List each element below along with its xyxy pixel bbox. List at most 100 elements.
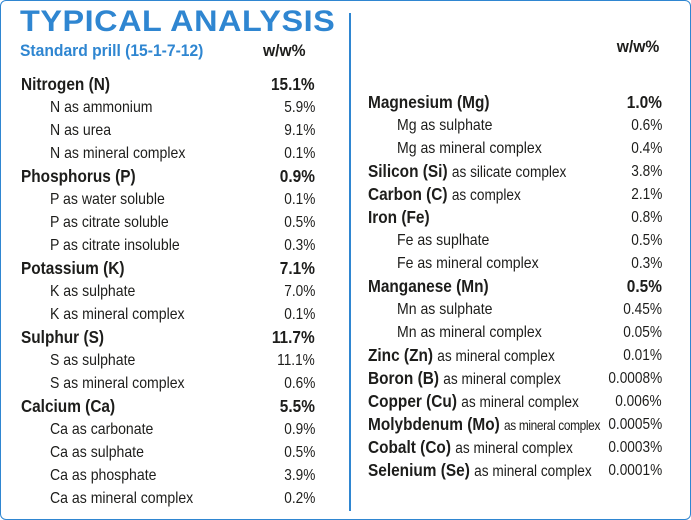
nutrient-form-note: as mineral complex — [474, 463, 592, 480]
row-label: K as sulphate — [50, 280, 135, 303]
nutrient-name: Ca as carbonate — [50, 421, 154, 438]
sub-row-fe-as-suplhate: Fe as suplhate 0.5% — [368, 229, 662, 252]
sub-row-s-as-sulphate: S as sulphate 11.1% — [21, 349, 315, 372]
nutrient-name: Molybdenum (Mo) — [368, 414, 500, 434]
row-label: S as sulphate — [50, 349, 135, 372]
nutrient-name: K as sulphate — [50, 283, 136, 300]
row-label: Iron (Fe) — [368, 206, 430, 229]
nutrient-name: S as sulphate — [50, 352, 136, 369]
row-label: Copper (Cu) as mineral complex — [368, 390, 579, 414]
element-row-magnesium: Magnesium (Mg) 1.0% — [368, 91, 662, 114]
nutrient-value: 0.0001% — [608, 462, 662, 479]
sub-row-s-as-mineral-complex: S as mineral complex 0.6% — [21, 372, 315, 395]
nutrient-name: S as mineral complex — [50, 375, 185, 392]
nutrient-value: 3.9% — [283, 467, 315, 484]
nutrient-value: 5.9% — [283, 99, 315, 116]
row-label: Ca as carbonate — [50, 418, 153, 441]
nutrient-value: 0.1% — [283, 145, 315, 162]
row-label: P as citrate insoluble — [50, 234, 180, 257]
row-label: Mn as sulphate — [397, 298, 492, 321]
sub-row-n-as-ammonium: N as ammonium 5.9% — [21, 96, 315, 119]
nutrient-value: 0.0008% — [608, 370, 662, 387]
row-label: Silicon (Si) as silicate complex — [368, 160, 566, 184]
nutrient-form-note: as complex — [451, 187, 521, 204]
nutrient-value: 0.0003% — [608, 439, 662, 456]
nutrient-value: 0.2% — [283, 490, 315, 507]
element-row-silicon: Silicon (Si) as silicate complex 3.8% — [368, 160, 662, 183]
sub-row-k-as-sulphate: K as sulphate 7.0% — [21, 280, 315, 303]
element-row-copper: Copper (Cu) as mineral complex 0.006% — [368, 390, 662, 413]
nutrient-value: 0.05% — [623, 324, 662, 341]
row-label: N as mineral complex — [50, 142, 185, 165]
sub-row-mn-as-mineral-complex: Mn as mineral complex 0.05% — [368, 321, 662, 344]
nutrient-value: 0.6% — [283, 375, 315, 392]
row-label: Ca as phosphate — [50, 464, 156, 487]
element-row-phosphorus: Phosphorus (P) 0.9% — [21, 165, 315, 188]
element-row-sulphur: Sulphur (S) 11.7% — [21, 326, 315, 349]
row-label: Ca as mineral complex — [50, 487, 193, 510]
sub-row-mn-as-sulphate: Mn as sulphate 0.45% — [368, 298, 662, 321]
nutrient-value: 0.45% — [623, 301, 662, 318]
row-label: Molybdenum (Mo) as mineral complex — [368, 413, 600, 437]
right-column: Magnesium (Mg) 1.0% Mg as sulphate 0.6% Mg a… — [368, 91, 662, 482]
row-label: Cobalt (Co) as mineral complex — [368, 436, 573, 460]
row-label: Manganese (Mn) — [368, 275, 489, 298]
sub-row-ca-as-sulphate: Ca as sulphate 0.5% — [21, 441, 315, 464]
nutrient-value: 9.1% — [283, 122, 315, 139]
sub-row-mg-as-sulphate: Mg as sulphate 0.6% — [368, 114, 662, 137]
nutrient-name: P as citrate insoluble — [50, 237, 180, 254]
nutrient-name: Boron (B) — [368, 368, 440, 388]
sub-row-ca-as-mineral-complex: Ca as mineral complex 0.2% — [21, 487, 315, 510]
nutrient-value: 0.006% — [615, 393, 662, 410]
nutrient-form-note: as mineral complex — [461, 394, 579, 411]
element-row-calcium: Calcium (Ca) 5.5% — [21, 395, 315, 418]
nutrient-name: N as ammonium — [50, 99, 153, 116]
element-row-zinc: Zinc (Zn) as mineral complex 0.01% — [368, 344, 662, 367]
row-label: N as urea — [50, 119, 111, 142]
nutrient-value: 0.9% — [279, 166, 315, 186]
nutrient-value: 11.7% — [272, 327, 315, 347]
page-title: TYPICAL ANALYSIS — [20, 5, 336, 38]
nutrient-form-note: as mineral complex — [443, 371, 561, 388]
element-row-potassium: Potassium (K) 7.1% — [21, 257, 315, 280]
nutrient-form-note: as mineral complex — [504, 418, 601, 433]
nutrient-name: Magnesium (Mg) — [368, 92, 490, 112]
sub-row-ca-as-carbonate: Ca as carbonate 0.9% — [21, 418, 315, 441]
row-label: Selenium (Se) as mineral complex — [368, 459, 592, 483]
nutrient-name: Mn as sulphate — [397, 301, 493, 318]
nutrient-value: 15.1% — [271, 74, 315, 94]
nutrient-value: 7.1% — [279, 258, 315, 278]
sub-row-n-as-mineral-complex: N as mineral complex 0.1% — [21, 142, 315, 165]
unit-header-right: w/w% — [616, 37, 659, 56]
row-label: Carbon (C) as complex — [368, 183, 521, 207]
element-row-nitrogen: Nitrogen (N) 15.1% — [21, 73, 315, 96]
nutrient-name: P as citrate soluble — [50, 214, 169, 231]
sub-row-n-as-urea: N as urea 9.1% — [21, 119, 315, 142]
nutrient-name: Mg as sulphate — [397, 117, 493, 134]
nutrient-name: N as urea — [50, 122, 112, 139]
nutrient-name: Iron (Fe) — [368, 207, 430, 227]
row-label: Ca as sulphate — [50, 441, 144, 464]
nutrient-name: Mn as mineral complex — [397, 324, 542, 341]
row-label: Mg as mineral complex — [397, 137, 542, 160]
nutrient-value: 0.4% — [630, 140, 662, 157]
row-label: Phosphorus (P) — [21, 165, 136, 188]
nutrient-name: Cobalt (Co) — [368, 437, 451, 457]
row-label: K as mineral complex — [50, 303, 185, 326]
nutrient-name: P as water soluble — [50, 191, 165, 208]
element-row-selenium: Selenium (Se) as mineral complex 0.0001% — [368, 459, 662, 482]
nutrient-name: Selenium (Se) — [368, 460, 470, 480]
nutrient-value: 0.0005% — [608, 416, 662, 433]
nutrient-value: 0.5% — [630, 232, 662, 249]
nutrient-name: Ca as sulphate — [50, 444, 144, 461]
row-label: S as mineral complex — [50, 372, 185, 395]
nutrient-name: Manganese (Mn) — [368, 276, 489, 296]
row-label: Magnesium (Mg) — [368, 91, 489, 114]
nutrient-name: Silicon (Si) — [368, 161, 448, 181]
unit-header-left: w/w% — [263, 41, 306, 60]
nutrient-value: 0.5% — [283, 214, 315, 231]
sub-row-ca-as-phosphate: Ca as phosphate 3.9% — [21, 464, 315, 487]
nutrient-form-note: as mineral complex — [437, 348, 555, 365]
element-row-iron: Iron (Fe) 0.8% — [368, 206, 662, 229]
